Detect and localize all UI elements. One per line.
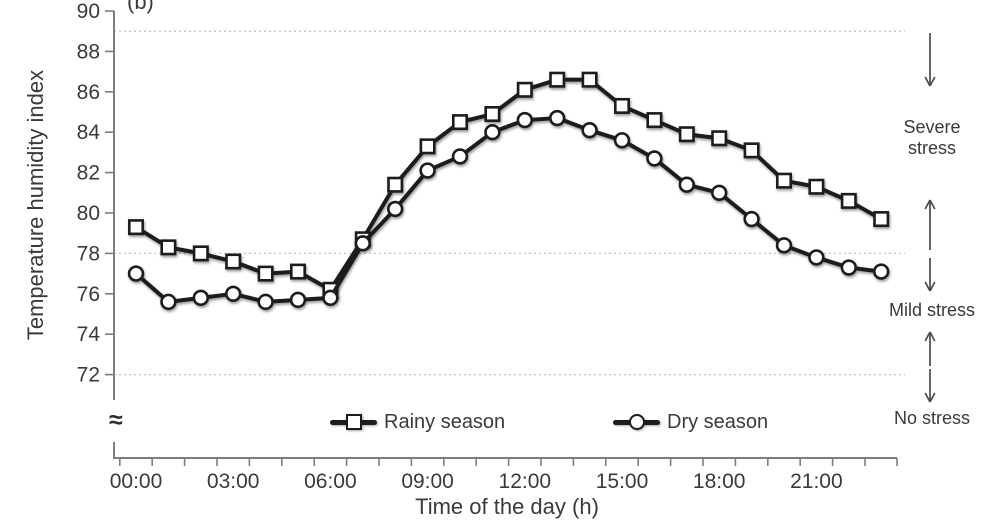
y-axis-title: Temperature humidity index [23, 69, 48, 341]
severe-stress-down-arrow-icon [924, 33, 936, 87]
x-tick-label: 03:00 [207, 470, 260, 493]
square-marker [581, 71, 598, 88]
x-tick-label: 06:00 [304, 470, 357, 493]
square-marker [160, 239, 177, 256]
circle-marker [710, 184, 728, 202]
circle-marker [354, 235, 371, 252]
square-marker [451, 114, 468, 131]
circle-marker [451, 148, 469, 165]
circle-marker [225, 285, 242, 302]
circle-marker [678, 176, 695, 193]
circle-marker [127, 265, 145, 282]
square-marker [873, 211, 890, 228]
y-tick-label: 72 [77, 364, 100, 387]
square-marker [419, 138, 436, 155]
square-marker [646, 112, 663, 129]
mild-upper-up-arrow-icon [924, 199, 936, 250]
mild-stress-label: Mild stress [888, 300, 975, 320]
square-marker [840, 192, 857, 209]
y-tick-label: 80 [77, 202, 100, 225]
legend-item-rainy-season: Rainy season [330, 410, 506, 433]
circle-marker [581, 121, 598, 139]
square-marker [516, 81, 533, 98]
y-tick-label: 76 [77, 283, 100, 306]
square-marker [257, 265, 274, 282]
square-marker [743, 142, 760, 159]
square-marker [775, 172, 792, 189]
circle-marker [548, 109, 566, 127]
y-tick-label: 74 [77, 323, 101, 346]
circle-marker [516, 111, 533, 129]
square-marker [192, 245, 209, 262]
severe-stress-label: Severe stress [903, 117, 961, 158]
y-tick-label: 82 [77, 162, 100, 185]
x-tick-label: 09:00 [401, 470, 454, 493]
circle-marker [192, 289, 210, 307]
no-stress-down-arrow-icon [924, 369, 936, 403]
circle-marker [775, 237, 793, 254]
square-marker [678, 126, 695, 143]
circle-marker [872, 263, 890, 280]
no-stress-label: No stress [893, 408, 971, 428]
circle-marker [160, 293, 177, 311]
series-dry-season [127, 109, 890, 311]
circle-marker [387, 200, 404, 218]
circle-marker [646, 150, 663, 167]
square-marker [711, 130, 728, 147]
y-tick-label: 84 [77, 121, 101, 144]
square-marker [387, 176, 404, 193]
circle-marker [743, 210, 760, 228]
x-tick-label: 12:00 [499, 470, 552, 493]
x-axis-title: Time of the day (h) [415, 494, 599, 519]
circle-marker [257, 293, 274, 311]
x-tick-label: 15:00 [596, 470, 649, 493]
series-line [134, 116, 882, 304]
panel-label: (b) [127, 0, 154, 14]
circle-marker [840, 259, 857, 276]
circle-marker [613, 132, 631, 149]
circle-marker [484, 123, 501, 141]
legend-label-rainy-season: Rainy season [384, 410, 506, 433]
square-marker [484, 106, 501, 123]
y-tick-label: 86 [77, 81, 100, 104]
series-rainy-season [128, 71, 890, 298]
circle-marker [419, 162, 436, 179]
y-tick-label: 78 [77, 242, 100, 265]
circle-marker [808, 249, 825, 266]
circle-marker [322, 289, 339, 307]
square-marker [128, 219, 145, 236]
circle-marker [289, 291, 307, 309]
y-axis-break-symbol: ≈ [109, 406, 123, 434]
square-marker [225, 253, 242, 270]
mild-upper-down-arrow-icon [924, 258, 936, 292]
x-tick-label: 18:00 [693, 470, 746, 493]
y-tick-label: 88 [77, 40, 100, 63]
square-marker [549, 71, 566, 88]
rainy-season-square-marker-icon [330, 413, 377, 432]
legend-label-dry-season: Dry season [667, 410, 769, 433]
series-line [134, 77, 883, 292]
square-marker [289, 263, 306, 280]
x-tick-label: 00:00 [110, 470, 163, 493]
y-tick-label: 90 [77, 0, 100, 23]
legend-item-dry-season: Dry season [613, 410, 769, 433]
dry-season-circle-marker-icon [613, 413, 660, 432]
x-tick-label: 21:00 [790, 470, 843, 493]
square-marker [808, 178, 825, 195]
no-stress-up-arrow-icon [924, 331, 936, 366]
square-marker [613, 97, 630, 114]
